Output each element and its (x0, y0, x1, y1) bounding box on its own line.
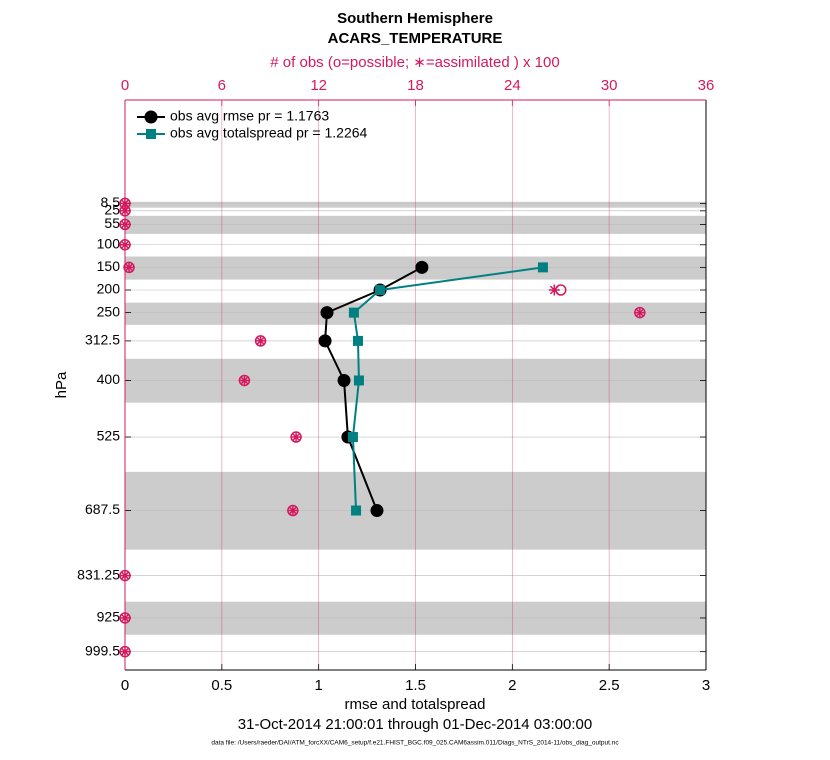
y-tick-label: 8.5 (101, 194, 121, 210)
y-tick-label: 150 (97, 258, 121, 274)
y-tick-label: 687.5 (85, 501, 120, 517)
x-tick-label: 0.5 (211, 677, 232, 694)
marker (548, 284, 560, 296)
x2-tick-label: 18 (407, 77, 424, 94)
marker (415, 260, 429, 274)
marker (537, 262, 548, 273)
marker (375, 285, 386, 295)
marker (348, 307, 359, 318)
y-tick-label: 100 (97, 235, 121, 251)
marker (119, 218, 131, 230)
layer-band (125, 201, 706, 208)
marker (119, 612, 131, 624)
marker (119, 646, 131, 658)
x2-axis-label: # of obs (o=possible; ∗=assimilated ) x … (270, 54, 559, 71)
legend-label: obs avg totalspread pr = 1.2264 (170, 125, 368, 141)
y-tick-label: 250 (97, 303, 121, 319)
marker (119, 197, 131, 209)
y-tick-label: 312.5 (85, 332, 120, 348)
marker (255, 335, 267, 347)
marker (337, 373, 351, 387)
x-axis-label: rmse and totalspread (345, 696, 486, 713)
marker (119, 239, 131, 251)
marker (119, 205, 131, 217)
x2-tick-label: 6 (218, 77, 226, 94)
x-tick-label: 0 (121, 677, 129, 694)
date-range: 31-Oct-2014 21:00:01 through 01-Dec-2014… (238, 716, 592, 733)
data-file: data file: /Users/raeder/DAI/ATM_forcXX/… (211, 740, 619, 747)
marker (370, 504, 384, 518)
marker (353, 375, 364, 386)
x2-tick-label: 36 (698, 77, 715, 94)
marker (351, 505, 362, 516)
marker (290, 431, 302, 443)
y-axis-label: hPa (53, 371, 70, 398)
layer-band (125, 215, 706, 234)
x-tick-label: 2 (508, 677, 516, 694)
y-tick-label: 525 (97, 428, 121, 444)
chart-title: Southern Hemisphere (337, 10, 493, 27)
x-tick-label: 1 (314, 677, 322, 694)
y-tick-label: 999.5 (85, 642, 120, 658)
legend-marker (146, 129, 156, 139)
y-tick-label: 25 (104, 202, 120, 218)
x2-tick-label: 12 (310, 77, 327, 94)
marker (287, 505, 299, 517)
marker (119, 570, 131, 582)
legend-label: obs avg rmse pr = 1.1763 (170, 108, 329, 124)
x-tick-label: 3 (702, 677, 710, 694)
marker (318, 334, 332, 348)
y-tick-label: 925 (97, 609, 121, 625)
marker (634, 307, 646, 319)
marker (347, 432, 358, 443)
y-tick-label: 831.25 (77, 566, 120, 582)
x2-tick-label: 30 (601, 77, 618, 94)
marker (123, 261, 135, 273)
y-tick-label: 200 (97, 281, 121, 297)
y-tick-label: 55 (104, 215, 120, 231)
x2-tick-label: 0 (121, 77, 129, 94)
marker (352, 335, 363, 346)
legend-marker (144, 110, 158, 124)
x-tick-label: 1.5 (405, 677, 426, 694)
x-tick-label: 2.5 (599, 677, 620, 694)
marker (238, 374, 250, 386)
layer-band (125, 302, 706, 325)
x2-tick-label: 24 (504, 77, 521, 94)
chart-subtitle: ACARS_TEMPERATURE (328, 30, 503, 47)
marker (320, 306, 334, 320)
y-tick-label: 400 (97, 371, 121, 387)
